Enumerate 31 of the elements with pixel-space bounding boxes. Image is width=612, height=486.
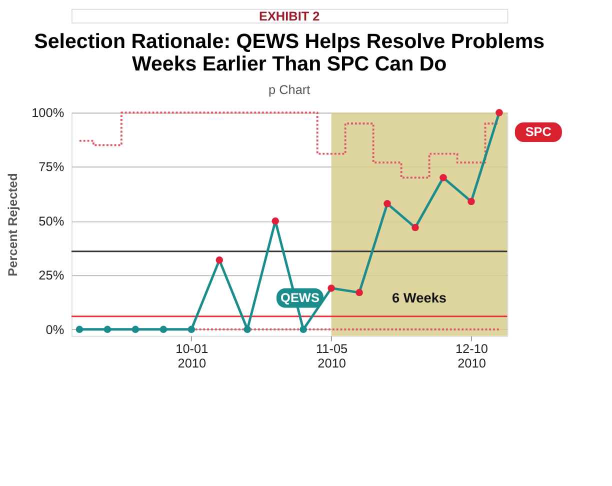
point: [356, 288, 363, 296]
band-label: 6 Weeks: [392, 290, 447, 306]
y-tick-label: 25%: [38, 268, 64, 283]
text: EXHIBIT 2: [258, 8, 320, 24]
annotation: QEWS: [280, 290, 320, 305]
point: [328, 284, 335, 292]
point: [300, 326, 307, 334]
point: [468, 198, 475, 206]
point: [160, 326, 168, 334]
x-tick-label: 11-05 2010: [316, 341, 348, 371]
point: [244, 326, 252, 334]
x-tick-label: 10-01 2010: [176, 341, 208, 371]
y-tick-label: 50%: [38, 213, 64, 228]
y-tick-label: 0%: [46, 322, 64, 337]
y-tick-label: 75%: [38, 159, 64, 174]
x-tick-label: 12-10 2010: [455, 341, 488, 371]
point: [76, 326, 84, 334]
point: [188, 326, 196, 334]
point: [216, 256, 224, 264]
point: [132, 326, 140, 334]
y-tick-label: 100%: [32, 105, 64, 120]
point: [104, 326, 112, 334]
chart-title: Selection Rationale: QEWS Helps Resolve Problems Weeks Earlier Than SPC Can Do: [34, 30, 545, 76]
point: [384, 200, 391, 208]
point: [272, 217, 279, 225]
point: [496, 109, 503, 116]
annotation: SPC: [525, 124, 552, 140]
point: [412, 224, 419, 232]
y-axis-title: Percent Rejected: [4, 173, 20, 276]
chart-subtitle: p Chart: [268, 82, 311, 98]
point: [440, 174, 447, 182]
